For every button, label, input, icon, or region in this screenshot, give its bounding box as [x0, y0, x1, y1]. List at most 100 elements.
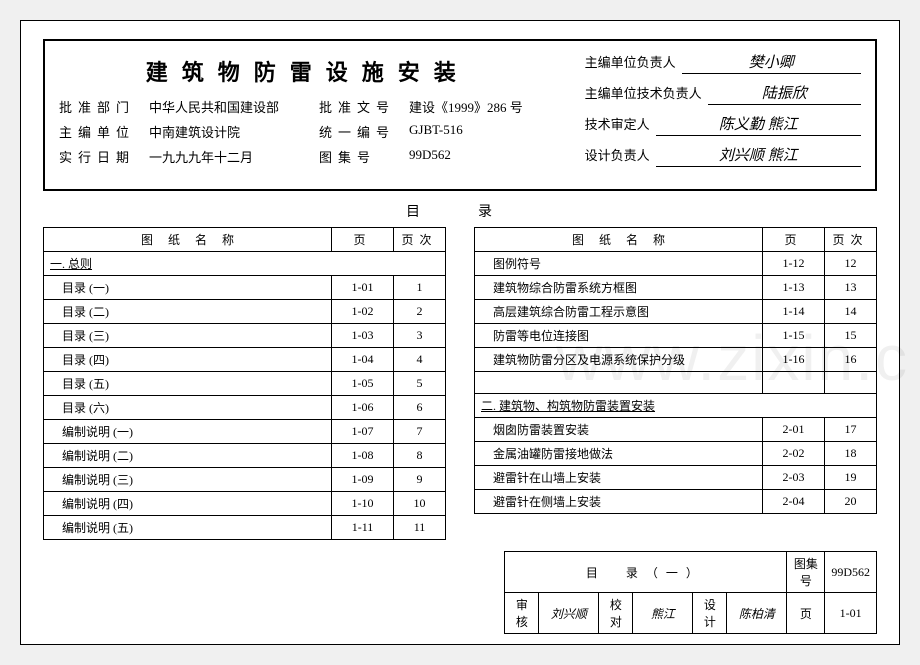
cell-name: 金属油罐防雷接地做法 — [475, 442, 763, 466]
table-row: 目录 (五)1-055 — [44, 372, 446, 396]
cell-page: 1-09 — [332, 468, 394, 492]
footer-set-label: 图集号 — [787, 552, 825, 593]
th-seq: 页次 — [394, 228, 446, 252]
cell-seq: 5 — [394, 372, 446, 396]
table-row: 编制说明 (二)1-088 — [44, 444, 446, 468]
info-value: 中南建筑设计院 — [149, 122, 319, 141]
cell-page: 2-04 — [763, 490, 825, 514]
toc-right: 图 纸 名 称 页 页次 图例符号1-1212建筑物综合防雷系统方框图1-131… — [474, 227, 877, 540]
cell-page: 2-01 — [763, 418, 825, 442]
table-row: 目录 (六)1-066 — [44, 396, 446, 420]
page: 建筑物防雷设施安装 批准部门 中华人民共和国建设部 批准文号 建设《1999》2… — [20, 20, 900, 645]
cell-name: 建筑物防雷分区及电源系统保护分级 — [475, 348, 763, 372]
table-row: 金属油罐防雷接地做法2-0218 — [475, 442, 877, 466]
cell-page: 1-08 — [332, 444, 394, 468]
cell-seq: 1 — [394, 276, 446, 300]
th-page: 页 — [332, 228, 394, 252]
table-row: 目录 (三)1-033 — [44, 324, 446, 348]
info-label: 批准部门 — [59, 97, 149, 116]
cell-name: 编制说明 (一) — [44, 420, 332, 444]
cell-name: 目录 (三) — [44, 324, 332, 348]
cell-name: 图例符号 — [475, 252, 763, 276]
cell-name: 高层建筑综合防雷工程示意图 — [475, 300, 763, 324]
table-row: 编制说明 (四)1-1010 — [44, 492, 446, 516]
cell-page: 1-07 — [332, 420, 394, 444]
cell-name: 目录 (四) — [44, 348, 332, 372]
cell-name: 编制说明 (五) — [44, 516, 332, 540]
footer-set-no: 99D562 — [825, 552, 877, 593]
cell-page: 2-03 — [763, 466, 825, 490]
cell-page: 1-02 — [332, 300, 394, 324]
cell-page: 1-04 — [332, 348, 394, 372]
table-row: 目录 (四)1-044 — [44, 348, 446, 372]
cell-name: 建筑物综合防雷系统方框图 — [475, 276, 763, 300]
sig-row: 技术审定人 陈义勤 熊江 — [585, 113, 861, 136]
info-label: 主编单位 — [59, 122, 149, 141]
cell-seq: 2 — [394, 300, 446, 324]
sig-value: 陆振欣 — [708, 82, 861, 105]
table-row: 一. 总则 — [44, 252, 446, 276]
cell-name: 防雷等电位连接图 — [475, 324, 763, 348]
sig-row: 主编单位负责人 樊小卿 — [585, 51, 861, 74]
sig-row: 主编单位技术负责人 陆振欣 — [585, 82, 861, 105]
footer-proof-v: 熊江 — [633, 593, 693, 634]
table-row: 目录 (一)1-011 — [44, 276, 446, 300]
table-row: 编制说明 (一)1-077 — [44, 420, 446, 444]
table-row: 避雷针在侧墙上安装2-0420 — [475, 490, 877, 514]
header-signatures: 主编单位负责人 樊小卿 主编单位技术负责人 陆振欣 技术审定人 陈义勤 熊江 设… — [577, 51, 861, 175]
cell-page: 1-14 — [763, 300, 825, 324]
cell-page: 1-01 — [332, 276, 394, 300]
sig-value: 樊小卿 — [682, 51, 861, 74]
cell-page: 1-05 — [332, 372, 394, 396]
table-row: 建筑物防雷分区及电源系统保护分级1-1616 — [475, 348, 877, 372]
table-row: 二. 建筑物、构筑物防雷装置安装 — [475, 394, 877, 418]
empty-cell — [475, 372, 763, 394]
info-value: 建设《1999》286 号 — [409, 97, 557, 116]
info-label: 实行日期 — [59, 147, 149, 166]
info-grid: 批准部门 中华人民共和国建设部 批准文号 建设《1999》286 号 主编单位 … — [59, 97, 557, 166]
cell-seq: 17 — [825, 418, 877, 442]
th-name: 图 纸 名 称 — [44, 228, 332, 252]
sig-value: 刘兴顺 熊江 — [656, 144, 861, 167]
table-row: 防雷等电位连接图1-1515 — [475, 324, 877, 348]
footer-proof-l: 校对 — [599, 593, 633, 634]
cell-page: 1-06 — [332, 396, 394, 420]
cell-name: 避雷针在山墙上安装 — [475, 466, 763, 490]
sig-label: 技术审定人 — [585, 114, 650, 133]
footer-design-l: 设计 — [693, 593, 727, 634]
cell-page: 1-16 — [763, 348, 825, 372]
footer-check-v: 刘兴顺 — [539, 593, 599, 634]
cell-page: 1-12 — [763, 252, 825, 276]
table-row: 编制说明 (五)1-1111 — [44, 516, 446, 540]
footer-title: 目 录（一） — [505, 552, 787, 593]
cell-name: 避雷针在侧墙上安装 — [475, 490, 763, 514]
cell-name: 编制说明 (三) — [44, 468, 332, 492]
cell-name: 编制说明 (四) — [44, 492, 332, 516]
info-label: 批准文号 — [319, 97, 409, 116]
cell-page: 1-13 — [763, 276, 825, 300]
th-name: 图 纸 名 称 — [475, 228, 763, 252]
sig-label: 主编单位技术负责人 — [585, 83, 702, 102]
table-row: 目录 (二)1-022 — [44, 300, 446, 324]
footer-check-l: 审核 — [505, 593, 539, 634]
header-box: 建筑物防雷设施安装 批准部门 中华人民共和国建设部 批准文号 建设《1999》2… — [43, 39, 877, 191]
toc-wrap: 图 纸 名 称 页 页次 一. 总则目录 (一)1-011目录 (二)1-022… — [43, 227, 877, 540]
info-value: 一九九九年十二月 — [149, 147, 319, 166]
info-label: 统一编号 — [319, 122, 409, 141]
cell-page: 2-02 — [763, 442, 825, 466]
cell-seq: 4 — [394, 348, 446, 372]
table-row: 高层建筑综合防雷工程示意图1-1414 — [475, 300, 877, 324]
toc-title: 目 录 — [43, 201, 877, 221]
footer-design-v: 陈柏清 — [727, 593, 787, 634]
cell-seq: 14 — [825, 300, 877, 324]
cell-seq: 20 — [825, 490, 877, 514]
cell-seq: 19 — [825, 466, 877, 490]
cell-name: 目录 (二) — [44, 300, 332, 324]
info-value: 99D562 — [409, 147, 557, 166]
cell-page: 1-15 — [763, 324, 825, 348]
section-head: 一. 总则 — [44, 252, 446, 276]
cell-seq: 7 — [394, 420, 446, 444]
header-left: 建筑物防雷设施安装 批准部门 中华人民共和国建设部 批准文号 建设《1999》2… — [59, 51, 557, 175]
empty-cell — [825, 372, 877, 394]
info-label: 图集号 — [319, 147, 409, 166]
